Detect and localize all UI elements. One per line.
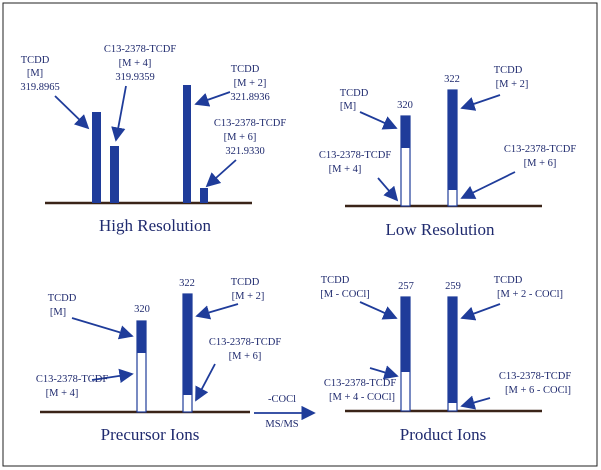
label: [M + 2]	[234, 78, 267, 89]
label: C13-2378-TCDF	[319, 150, 391, 161]
label: TCDD	[21, 55, 50, 66]
arrow	[205, 159, 237, 188]
transition-label: MS/MS	[265, 419, 298, 430]
transition-label: -COCl	[268, 394, 296, 405]
label: [M + 2]	[496, 79, 529, 90]
arrow	[54, 95, 90, 130]
label: C13-2378-TCDF	[214, 118, 286, 129]
arrow	[91, 368, 134, 383]
label: [M + 6]	[524, 158, 557, 169]
label: [M + 4]	[46, 388, 79, 399]
peak	[448, 297, 457, 403]
panel-title: Low Resolution	[385, 220, 495, 239]
arrow	[195, 363, 216, 402]
panel-precursor-ions: 320 322 TCDD [M] TCDD [M + 2] C13-2378-T…	[36, 277, 281, 444]
label: 322	[444, 74, 460, 85]
panel-title: High Resolution	[99, 216, 211, 235]
label: TCDD	[231, 277, 260, 288]
panel-title: Product Ions	[400, 425, 486, 444]
label: [M]	[27, 68, 43, 79]
peak	[110, 146, 119, 203]
panel-low-resolution: 320 322 TCDD [M] TCDD [M + 2] C13-2378-T…	[319, 65, 576, 239]
peak	[137, 321, 146, 353]
panel-title: Precursor Ions	[101, 425, 200, 444]
label: TCDD	[231, 64, 260, 75]
peak	[200, 188, 208, 203]
peak	[448, 90, 457, 190]
label: C13-2378-TCDF	[36, 374, 108, 385]
label: [M + 4 - COCl]	[329, 392, 395, 403]
label: 321.8936	[230, 92, 269, 103]
panel-product-ions: 257 259 TCDD [M - COCl] TCDD [M + 2 - CO…	[320, 275, 571, 444]
label: [M + 6 - COCl]	[505, 385, 571, 396]
transition: -COCl MS/MS	[254, 394, 316, 430]
label: [M + 2]	[232, 291, 265, 302]
label: 259	[445, 281, 461, 292]
label: 320	[397, 100, 413, 111]
label: C13-2378-TCDF	[499, 371, 571, 382]
arrow	[194, 91, 231, 107]
label: [M + 4]	[119, 58, 152, 69]
panel-high-resolution: TCDD [M] 319.8965 C13-2378-TCDF [M + 4] …	[20, 44, 286, 235]
label: TCDD	[494, 275, 523, 286]
label: C13-2378-TCDF	[104, 44, 176, 55]
label: [M - COCl]	[320, 289, 370, 300]
arrow	[460, 94, 501, 111]
label: 257	[398, 281, 414, 292]
label: 320	[134, 304, 150, 315]
arrow	[359, 301, 398, 320]
arrow	[460, 303, 501, 321]
label: [M + 6]	[224, 132, 257, 143]
label: [M]	[50, 307, 66, 318]
peak	[92, 112, 101, 203]
label: TCDD	[340, 88, 369, 99]
label: 321.9330	[225, 146, 264, 157]
label: [M]	[340, 101, 356, 112]
label: [M + 4]	[329, 164, 362, 175]
arrow	[369, 365, 399, 380]
peak	[401, 116, 410, 148]
label: TCDD	[494, 65, 523, 76]
label: [M + 2 - COCl]	[497, 289, 563, 300]
peak	[183, 85, 191, 203]
label: C13-2378-TCDF	[324, 378, 396, 389]
label: 319.8965	[20, 82, 59, 93]
arrow	[460, 171, 516, 199]
label: TCDD	[48, 293, 77, 304]
arrow	[111, 85, 127, 142]
peak	[183, 294, 192, 395]
label: 319.9359	[115, 72, 154, 83]
arrow	[195, 303, 239, 320]
peak	[401, 297, 410, 372]
arrow	[71, 317, 134, 340]
label: TCDD	[321, 275, 350, 286]
label: C13-2378-TCDF	[209, 337, 281, 348]
arrow	[460, 395, 491, 410]
label: [M + 6]	[229, 351, 262, 362]
label: 322	[179, 278, 195, 289]
label: C13-2378-TCDF	[504, 144, 576, 155]
arrow	[377, 177, 399, 202]
arrow	[359, 111, 398, 130]
